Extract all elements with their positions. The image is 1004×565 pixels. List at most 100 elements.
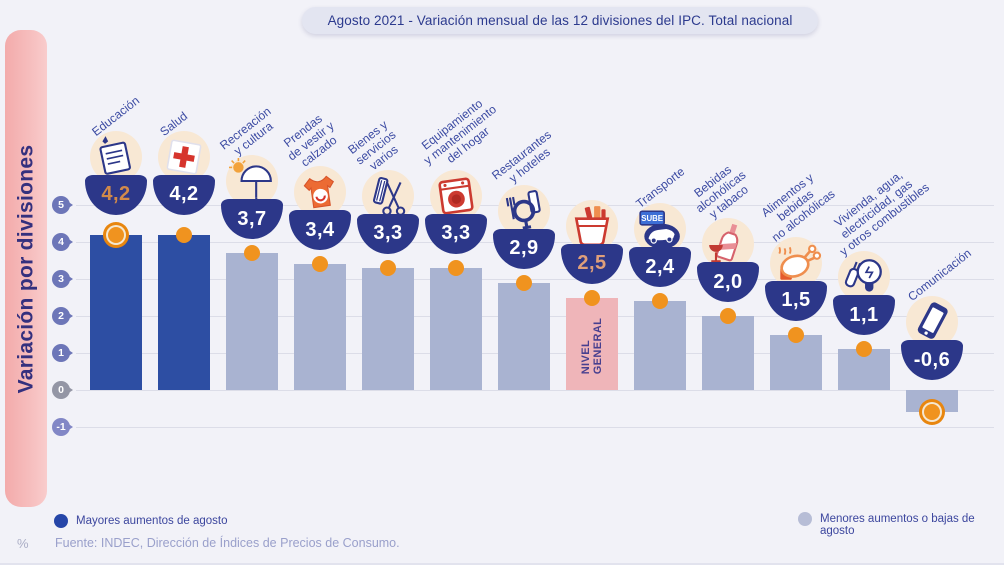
y-tick-label: 3: [52, 270, 73, 288]
lightbulb-plug-icon: [844, 259, 882, 292]
source-note: Fuente: INDEC, Dirección de Índices de P…: [55, 536, 400, 550]
bar: [294, 264, 346, 390]
division-icon: [906, 296, 958, 348]
value-label: 2,4: [645, 255, 675, 278]
value-bowl: 2,9: [493, 228, 555, 269]
bar: [634, 301, 686, 390]
bar: NIVEL GENERAL: [566, 297, 618, 390]
value-label: 3,3: [373, 222, 403, 245]
bottom-divider: [0, 563, 1004, 565]
y-tick-label: 0: [52, 381, 73, 399]
y-tick-label: 5: [52, 196, 73, 214]
legend-label-high: Mayores aumentos de agosto: [76, 515, 228, 527]
bar-marker-dot: [584, 289, 600, 306]
y-axis-title-band: Variación por divisiones: [5, 30, 47, 507]
value-bowl: -0,6: [901, 340, 963, 380]
bar: [770, 334, 822, 390]
roast-chicken-icon: [778, 244, 822, 280]
bar-marker-dot: [380, 259, 396, 276]
value-label: 4,2: [101, 183, 131, 206]
bar-marker-dot: [516, 274, 532, 291]
value-bowl: 3,7: [221, 199, 283, 240]
bar: [90, 234, 142, 390]
bar: [226, 253, 278, 390]
tshirt-icon: [303, 175, 335, 209]
bar-marker-dot: [108, 226, 124, 243]
division-icon: SUBE: [634, 203, 686, 256]
value-label: 2,9: [509, 237, 539, 260]
gridline: [76, 279, 994, 280]
bar-marker-dot: [448, 259, 464, 276]
y-tick-label: 2: [52, 307, 73, 325]
gridline: [76, 390, 994, 391]
division-icon: [498, 184, 550, 237]
bar: [158, 234, 210, 390]
legend-label-low: Menores aumentos o bajas de agosto: [820, 513, 975, 537]
smartphone-icon: [917, 302, 948, 339]
value-label: -0,6: [913, 348, 951, 371]
value-label: 2,0: [713, 270, 743, 293]
division-icon: [362, 169, 414, 222]
chart-title: Agosto 2021 - Variación mensual de las 1…: [302, 7, 818, 34]
value-label: 1,5: [781, 289, 811, 311]
bar-marker-dot: [720, 308, 736, 324]
y-tick-label: 1: [52, 344, 73, 362]
value-label: 4,2: [169, 183, 199, 206]
percent-unit-label: %: [17, 536, 29, 551]
car-sube-icon: SUBE: [639, 210, 680, 250]
value-label: 3,7: [237, 207, 267, 230]
bar: [906, 390, 958, 413]
bar: [498, 282, 550, 390]
bar-marker-dot: [856, 341, 872, 358]
bar-marker-dot: [652, 293, 668, 310]
division-icon: [158, 130, 210, 183]
value-label: 1,1: [849, 303, 879, 326]
division-icon: [702, 218, 754, 270]
division-icon: [566, 199, 618, 252]
washing-machine-icon: [438, 177, 474, 215]
health-cross-icon: [166, 139, 202, 175]
division-icon: [430, 169, 482, 222]
y-tick-label: -1: [52, 418, 73, 436]
cutlery-icon: [505, 189, 541, 230]
bar-marker-dot: [924, 404, 940, 421]
division-icon: [770, 236, 822, 289]
legend-dot-low: [798, 512, 812, 526]
gridline: [76, 427, 994, 428]
value-label: 2,5: [577, 252, 607, 274]
bar-marker-dot: [176, 226, 192, 243]
shopping-basket-icon: [574, 205, 610, 246]
bar-marker-dot: [788, 326, 804, 343]
division-icon: [838, 251, 890, 304]
bar-marker-dot: [312, 256, 328, 273]
bar: [430, 267, 482, 390]
bar-marker-dot: [244, 245, 260, 262]
bar: [362, 267, 414, 390]
division-label: Comunicación: [905, 246, 974, 304]
y-tick-label: 4: [52, 233, 73, 251]
value-bowl: 1,5: [765, 280, 827, 321]
division-icon: [90, 130, 142, 183]
value-label: 3,3: [441, 222, 471, 245]
education-icon: [99, 135, 131, 175]
value-label: 3,4: [305, 218, 335, 241]
svg-text:SUBE: SUBE: [641, 214, 663, 223]
legend-dot-high: [54, 514, 68, 528]
wine-bottle-icon: [709, 223, 739, 263]
bar: [702, 316, 754, 390]
division-icon: [294, 166, 346, 219]
